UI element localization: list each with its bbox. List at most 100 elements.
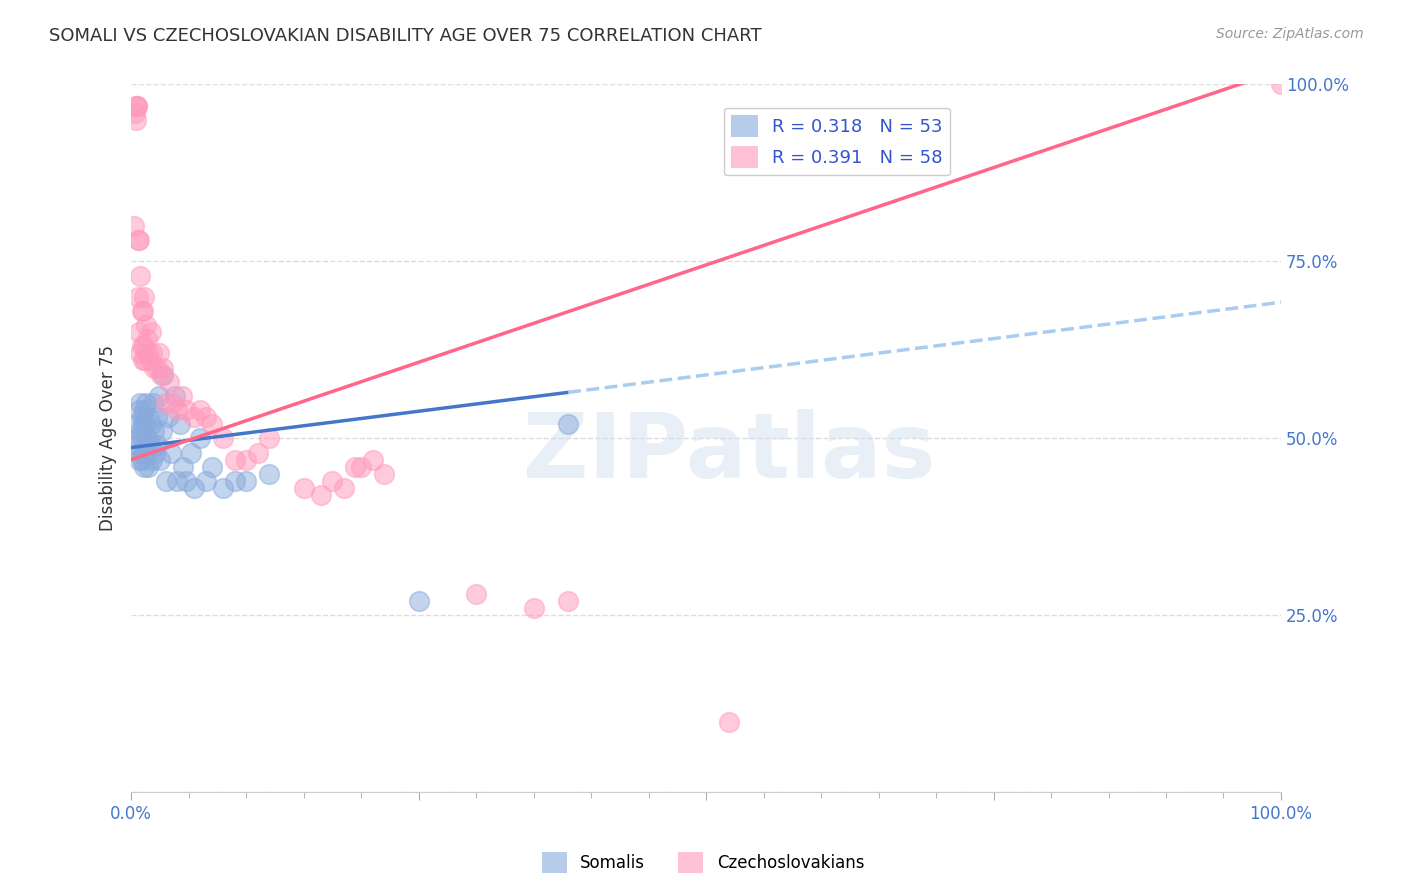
Point	[125, 98, 148, 112]
Point	[135, 445, 157, 459]
Point	[143, 360, 166, 375]
Point	[465, 587, 488, 601]
Point	[166, 403, 188, 417]
Point	[125, 438, 148, 452]
Point	[235, 474, 257, 488]
Point	[235, 452, 257, 467]
Point	[350, 459, 373, 474]
Point	[138, 438, 160, 452]
Point	[333, 481, 356, 495]
Point	[292, 481, 315, 495]
Point	[257, 467, 280, 481]
Point	[163, 389, 186, 403]
Point	[321, 474, 343, 488]
Point	[138, 410, 160, 425]
Point	[157, 375, 180, 389]
Point	[188, 431, 211, 445]
Point	[162, 396, 184, 410]
Point	[139, 417, 162, 432]
Point	[718, 714, 741, 729]
Point	[212, 431, 235, 445]
Point	[124, 105, 146, 120]
Point	[132, 459, 155, 474]
Point	[155, 474, 177, 488]
Point	[557, 417, 579, 432]
Point	[152, 360, 174, 375]
Point	[188, 403, 211, 417]
Point	[152, 368, 174, 382]
Point	[143, 425, 166, 439]
Point	[134, 438, 156, 452]
Point	[309, 488, 332, 502]
Legend: Somalis, Czechoslovakians: Somalis, Czechoslovakians	[536, 846, 870, 880]
Point	[125, 417, 148, 432]
Point	[132, 339, 155, 353]
Point	[136, 332, 159, 346]
Point	[131, 452, 153, 467]
Point	[134, 353, 156, 368]
Text: SOMALI VS CZECHOSLOVAKIAN DISABILITY AGE OVER 75 CORRELATION CHART: SOMALI VS CZECHOSLOVAKIAN DISABILITY AGE…	[49, 27, 762, 45]
Text: Source: ZipAtlas.com: Source: ZipAtlas.com	[1216, 27, 1364, 41]
Point	[1270, 78, 1292, 92]
Point	[132, 290, 155, 304]
Point	[212, 481, 235, 495]
Point	[373, 467, 395, 481]
Point	[132, 445, 155, 459]
Point	[149, 452, 172, 467]
Point	[169, 417, 191, 432]
Point	[125, 98, 148, 112]
Point	[132, 417, 155, 432]
Point	[135, 318, 157, 332]
Point	[138, 353, 160, 368]
Point	[129, 346, 152, 360]
Point	[224, 474, 246, 488]
Point	[145, 438, 167, 452]
Point	[125, 98, 148, 112]
Point	[361, 452, 384, 467]
Point	[141, 346, 163, 360]
Point	[195, 410, 218, 425]
Point	[157, 410, 180, 425]
Point	[129, 396, 152, 410]
Point	[246, 445, 269, 459]
Point	[145, 445, 167, 459]
Point	[141, 452, 163, 467]
Point	[132, 403, 155, 417]
Point	[170, 389, 193, 403]
Point	[128, 403, 150, 417]
Point	[134, 417, 156, 432]
Point	[122, 219, 145, 233]
Point	[131, 304, 153, 318]
Point	[344, 459, 367, 474]
Point	[131, 431, 153, 445]
Point	[148, 389, 170, 403]
Text: ZIPatlas: ZIPatlas	[523, 409, 935, 497]
Point	[257, 431, 280, 445]
Point	[195, 474, 218, 488]
Point	[129, 425, 152, 439]
Y-axis label: Disability Age Over 75: Disability Age Over 75	[100, 345, 117, 532]
Point	[160, 445, 183, 459]
Point	[155, 396, 177, 410]
Point	[145, 410, 167, 425]
Point	[142, 396, 165, 410]
Point	[138, 346, 160, 360]
Point	[132, 304, 155, 318]
Point	[172, 459, 194, 474]
Point	[127, 233, 149, 247]
Point	[139, 325, 162, 339]
Point	[201, 459, 224, 474]
Point	[138, 459, 160, 474]
Point	[176, 474, 198, 488]
Point	[128, 325, 150, 339]
Point	[135, 396, 157, 410]
Point	[224, 452, 246, 467]
Point	[557, 594, 579, 608]
Point	[408, 594, 430, 608]
Point	[131, 410, 153, 425]
Point	[166, 474, 188, 488]
Point	[145, 360, 167, 375]
Point	[150, 368, 173, 382]
Point	[131, 339, 153, 353]
Point	[183, 481, 205, 495]
